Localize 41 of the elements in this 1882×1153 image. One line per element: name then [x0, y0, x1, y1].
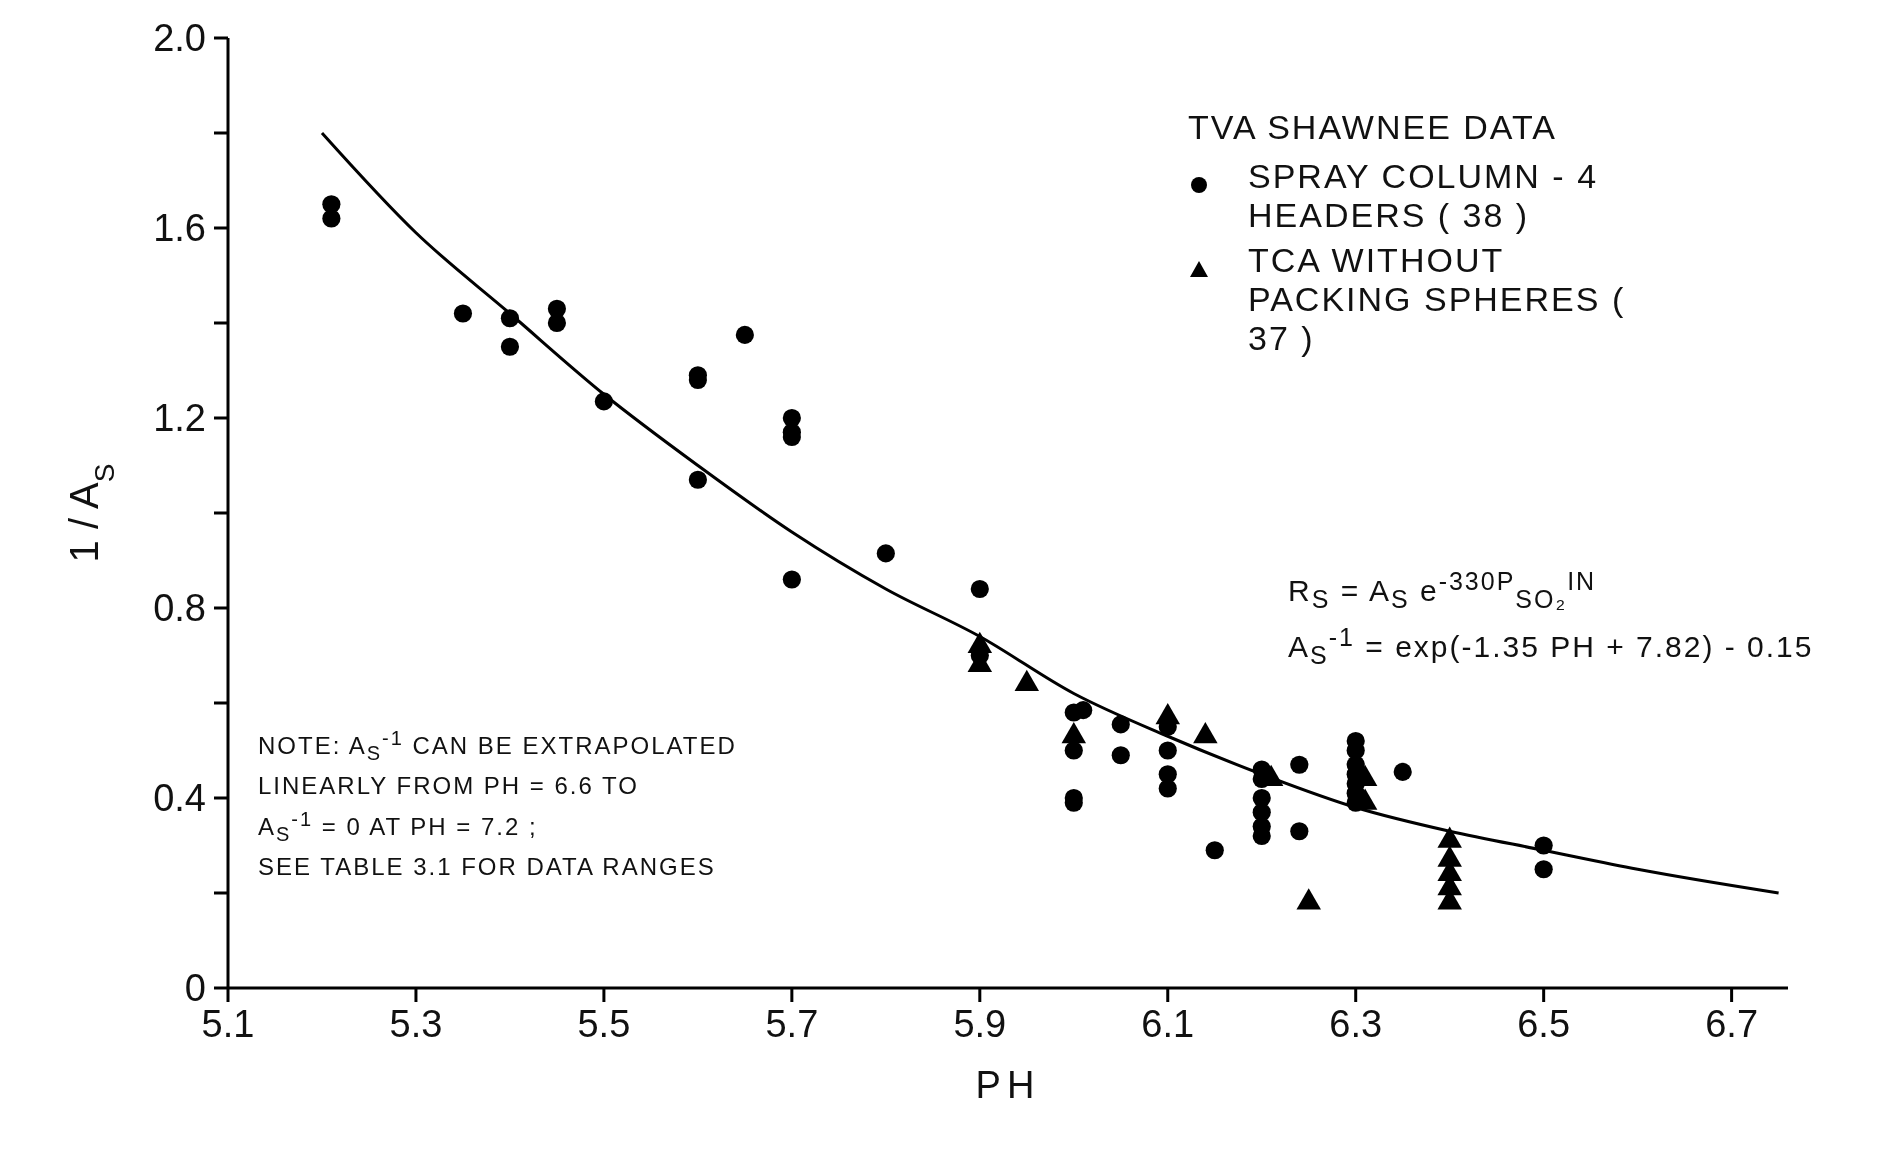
x-tick-label: 6.5: [1517, 1002, 1571, 1045]
legend-label: TCA WITHOUT PACKING SPHERES ( 37 ): [1248, 241, 1627, 359]
y-tick-label: 1.6: [153, 207, 206, 250]
point: [1534, 836, 1553, 855]
point: [1290, 755, 1309, 774]
point: [1064, 741, 1083, 760]
point: [1111, 715, 1130, 734]
point: [1205, 841, 1224, 860]
x-tick-label: 5.3: [389, 1002, 443, 1045]
point: [1111, 746, 1130, 765]
point: [1074, 701, 1093, 720]
point: [782, 570, 801, 589]
point: [500, 309, 520, 328]
point: [500, 337, 520, 356]
legend-label: SPRAY COLUMN - 4 HEADERS ( 38 ): [1248, 157, 1600, 236]
point: [594, 392, 613, 411]
point: [1158, 779, 1177, 798]
text: NOTE: A$_{S}$$^{-1}$ CAN BE EXTRAPOLATED LINEARLY FROM PH = 6.6 TO A$_{S}$$^{-1}$ = 0 AT PH = 7.2 ; SEE TABLE 3.1 FOR DATA RANGES: [258, 727, 737, 880]
x-tick-label: 5.9: [953, 1002, 1007, 1045]
point: [547, 313, 567, 333]
point: [1393, 762, 1412, 781]
x-tick-label: 6.3: [1329, 1002, 1383, 1045]
y-tick-label: 1.2: [153, 397, 206, 440]
x-tick-label: 5.7: [765, 1002, 819, 1045]
x-tick-label: 6.1: [1141, 1002, 1195, 1045]
x-tick-label: 5.5: [577, 1002, 631, 1045]
point: [876, 544, 895, 563]
point: [1290, 822, 1309, 841]
x-axis-title: PH: [975, 1064, 1041, 1106]
point: [970, 579, 989, 599]
point: [1534, 860, 1553, 879]
point: [688, 470, 707, 489]
y-tick-label: 2.0: [153, 17, 206, 60]
point: [1158, 741, 1177, 760]
point: [322, 209, 341, 228]
x-tick-label: 6.7: [1705, 1002, 1759, 1045]
legend-title: TVA SHAWNEE DATA: [1188, 108, 1558, 148]
y-tick-label: 0.4: [153, 777, 206, 820]
point: [453, 304, 473, 323]
y-tick-label: 0.8: [153, 587, 206, 630]
point: [735, 325, 754, 344]
